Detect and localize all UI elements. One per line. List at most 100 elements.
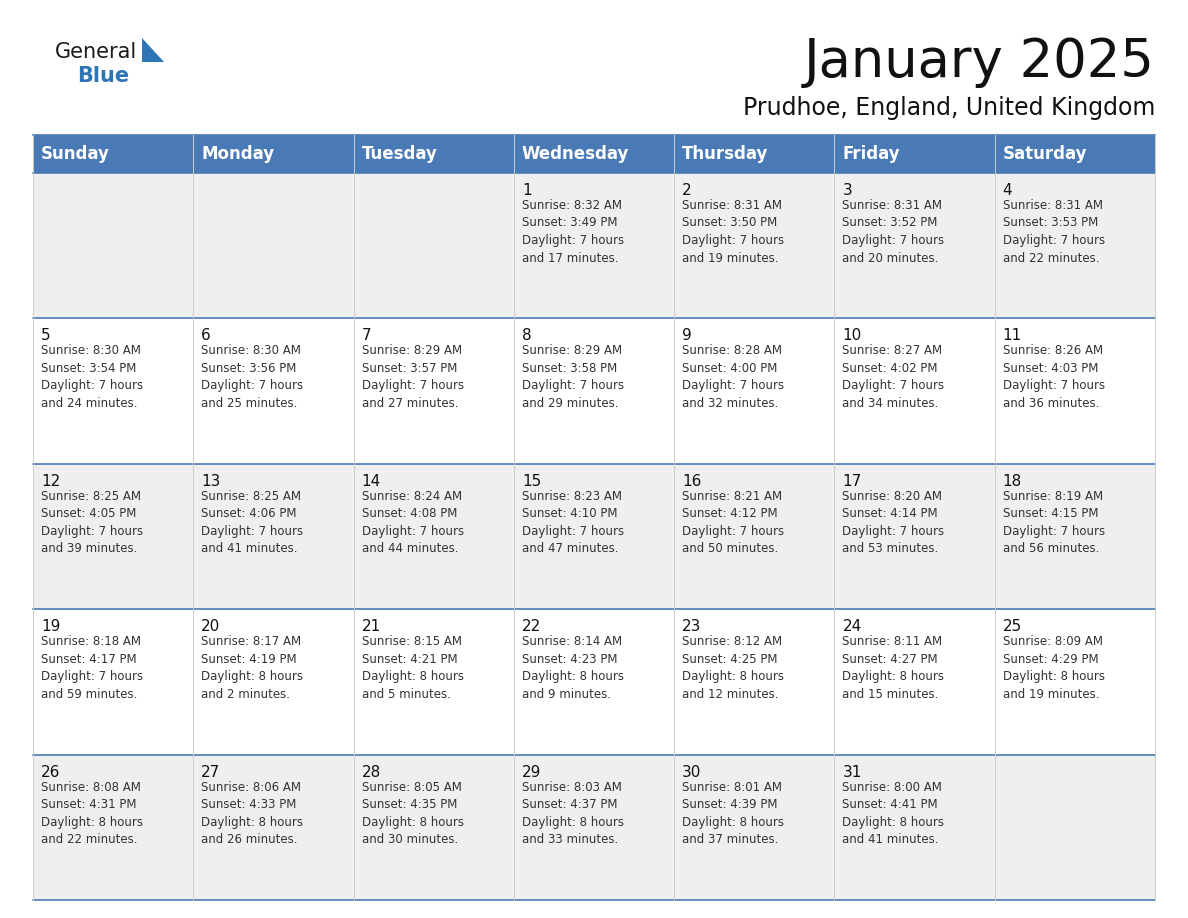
Text: 12: 12: [42, 474, 61, 488]
Text: Sunrise: 8:19 AM
Sunset: 4:15 PM
Daylight: 7 hours
and 56 minutes.: Sunrise: 8:19 AM Sunset: 4:15 PM Dayligh…: [1003, 490, 1105, 555]
Text: 20: 20: [201, 620, 221, 634]
Text: 30: 30: [682, 765, 702, 779]
Text: Sunrise: 8:09 AM
Sunset: 4:29 PM
Daylight: 8 hours
and 19 minutes.: Sunrise: 8:09 AM Sunset: 4:29 PM Dayligh…: [1003, 635, 1105, 700]
Text: Sunrise: 8:03 AM
Sunset: 4:37 PM
Daylight: 8 hours
and 33 minutes.: Sunrise: 8:03 AM Sunset: 4:37 PM Dayligh…: [522, 780, 624, 846]
FancyBboxPatch shape: [514, 755, 674, 900]
FancyBboxPatch shape: [33, 755, 194, 900]
Text: Sunrise: 8:12 AM
Sunset: 4:25 PM
Daylight: 8 hours
and 12 minutes.: Sunrise: 8:12 AM Sunset: 4:25 PM Dayligh…: [682, 635, 784, 700]
FancyBboxPatch shape: [33, 135, 1155, 173]
Text: 23: 23: [682, 620, 702, 634]
Text: Sunrise: 8:31 AM
Sunset: 3:50 PM
Daylight: 7 hours
and 19 minutes.: Sunrise: 8:31 AM Sunset: 3:50 PM Dayligh…: [682, 199, 784, 264]
Text: Sunrise: 8:06 AM
Sunset: 4:33 PM
Daylight: 8 hours
and 26 minutes.: Sunrise: 8:06 AM Sunset: 4:33 PM Dayligh…: [201, 780, 303, 846]
Text: Sunrise: 8:29 AM
Sunset: 3:58 PM
Daylight: 7 hours
and 29 minutes.: Sunrise: 8:29 AM Sunset: 3:58 PM Dayligh…: [522, 344, 624, 410]
Text: Saturday: Saturday: [1003, 145, 1087, 163]
Text: 28: 28: [361, 765, 381, 779]
Text: Wednesday: Wednesday: [522, 145, 630, 163]
Text: Sunrise: 8:11 AM
Sunset: 4:27 PM
Daylight: 8 hours
and 15 minutes.: Sunrise: 8:11 AM Sunset: 4:27 PM Dayligh…: [842, 635, 944, 700]
FancyBboxPatch shape: [194, 173, 354, 319]
FancyBboxPatch shape: [674, 464, 834, 610]
Text: 17: 17: [842, 474, 861, 488]
FancyBboxPatch shape: [33, 610, 194, 755]
Text: Sunrise: 8:17 AM
Sunset: 4:19 PM
Daylight: 8 hours
and 2 minutes.: Sunrise: 8:17 AM Sunset: 4:19 PM Dayligh…: [201, 635, 303, 700]
FancyBboxPatch shape: [674, 610, 834, 755]
FancyBboxPatch shape: [834, 755, 994, 900]
FancyBboxPatch shape: [514, 173, 674, 319]
Text: Sunrise: 8:29 AM
Sunset: 3:57 PM
Daylight: 7 hours
and 27 minutes.: Sunrise: 8:29 AM Sunset: 3:57 PM Dayligh…: [361, 344, 463, 410]
Text: Sunrise: 8:00 AM
Sunset: 4:41 PM
Daylight: 8 hours
and 41 minutes.: Sunrise: 8:00 AM Sunset: 4:41 PM Dayligh…: [842, 780, 944, 846]
FancyBboxPatch shape: [194, 755, 354, 900]
Text: Sunrise: 8:21 AM
Sunset: 4:12 PM
Daylight: 7 hours
and 50 minutes.: Sunrise: 8:21 AM Sunset: 4:12 PM Dayligh…: [682, 490, 784, 555]
Text: 27: 27: [201, 765, 221, 779]
Text: 19: 19: [42, 620, 61, 634]
Text: Sunrise: 8:25 AM
Sunset: 4:05 PM
Daylight: 7 hours
and 39 minutes.: Sunrise: 8:25 AM Sunset: 4:05 PM Dayligh…: [42, 490, 143, 555]
Text: Sunrise: 8:01 AM
Sunset: 4:39 PM
Daylight: 8 hours
and 37 minutes.: Sunrise: 8:01 AM Sunset: 4:39 PM Dayligh…: [682, 780, 784, 846]
FancyBboxPatch shape: [834, 464, 994, 610]
Text: 2: 2: [682, 183, 691, 198]
FancyBboxPatch shape: [33, 464, 194, 610]
Text: Sunrise: 8:31 AM
Sunset: 3:53 PM
Daylight: 7 hours
and 22 minutes.: Sunrise: 8:31 AM Sunset: 3:53 PM Dayligh…: [1003, 199, 1105, 264]
Text: Sunrise: 8:27 AM
Sunset: 4:02 PM
Daylight: 7 hours
and 34 minutes.: Sunrise: 8:27 AM Sunset: 4:02 PM Dayligh…: [842, 344, 944, 410]
Text: 10: 10: [842, 329, 861, 343]
Text: 4: 4: [1003, 183, 1012, 198]
Text: 18: 18: [1003, 474, 1022, 488]
FancyBboxPatch shape: [674, 755, 834, 900]
Text: Monday: Monday: [201, 145, 274, 163]
Text: 24: 24: [842, 620, 861, 634]
Text: General: General: [55, 42, 138, 62]
FancyBboxPatch shape: [354, 319, 514, 464]
Text: Sunrise: 8:14 AM
Sunset: 4:23 PM
Daylight: 8 hours
and 9 minutes.: Sunrise: 8:14 AM Sunset: 4:23 PM Dayligh…: [522, 635, 624, 700]
Text: 11: 11: [1003, 329, 1022, 343]
Text: 26: 26: [42, 765, 61, 779]
Text: 13: 13: [201, 474, 221, 488]
Text: 16: 16: [682, 474, 702, 488]
FancyBboxPatch shape: [194, 319, 354, 464]
Text: 14: 14: [361, 474, 381, 488]
Text: 31: 31: [842, 765, 861, 779]
FancyBboxPatch shape: [834, 173, 994, 319]
Text: Sunrise: 8:32 AM
Sunset: 3:49 PM
Daylight: 7 hours
and 17 minutes.: Sunrise: 8:32 AM Sunset: 3:49 PM Dayligh…: [522, 199, 624, 264]
FancyBboxPatch shape: [994, 319, 1155, 464]
Text: Sunrise: 8:28 AM
Sunset: 4:00 PM
Daylight: 7 hours
and 32 minutes.: Sunrise: 8:28 AM Sunset: 4:00 PM Dayligh…: [682, 344, 784, 410]
Text: Sunrise: 8:30 AM
Sunset: 3:56 PM
Daylight: 7 hours
and 25 minutes.: Sunrise: 8:30 AM Sunset: 3:56 PM Dayligh…: [201, 344, 303, 410]
FancyBboxPatch shape: [994, 610, 1155, 755]
Text: 21: 21: [361, 620, 381, 634]
Text: Sunrise: 8:08 AM
Sunset: 4:31 PM
Daylight: 8 hours
and 22 minutes.: Sunrise: 8:08 AM Sunset: 4:31 PM Dayligh…: [42, 780, 143, 846]
FancyBboxPatch shape: [514, 319, 674, 464]
FancyBboxPatch shape: [194, 610, 354, 755]
Text: Sunrise: 8:18 AM
Sunset: 4:17 PM
Daylight: 7 hours
and 59 minutes.: Sunrise: 8:18 AM Sunset: 4:17 PM Dayligh…: [42, 635, 143, 700]
Text: 9: 9: [682, 329, 691, 343]
Text: Friday: Friday: [842, 145, 901, 163]
Text: 3: 3: [842, 183, 852, 198]
FancyBboxPatch shape: [33, 319, 194, 464]
Text: 7: 7: [361, 329, 371, 343]
Text: Prudhoe, England, United Kingdom: Prudhoe, England, United Kingdom: [742, 96, 1155, 120]
Text: 1: 1: [522, 183, 531, 198]
Text: Sunrise: 8:23 AM
Sunset: 4:10 PM
Daylight: 7 hours
and 47 minutes.: Sunrise: 8:23 AM Sunset: 4:10 PM Dayligh…: [522, 490, 624, 555]
Text: Sunrise: 8:31 AM
Sunset: 3:52 PM
Daylight: 7 hours
and 20 minutes.: Sunrise: 8:31 AM Sunset: 3:52 PM Dayligh…: [842, 199, 944, 264]
Text: Sunrise: 8:15 AM
Sunset: 4:21 PM
Daylight: 8 hours
and 5 minutes.: Sunrise: 8:15 AM Sunset: 4:21 PM Dayligh…: [361, 635, 463, 700]
FancyBboxPatch shape: [994, 464, 1155, 610]
FancyBboxPatch shape: [994, 755, 1155, 900]
Text: 22: 22: [522, 620, 541, 634]
FancyBboxPatch shape: [834, 610, 994, 755]
Text: 29: 29: [522, 765, 542, 779]
Text: Sunrise: 8:26 AM
Sunset: 4:03 PM
Daylight: 7 hours
and 36 minutes.: Sunrise: 8:26 AM Sunset: 4:03 PM Dayligh…: [1003, 344, 1105, 410]
Text: Thursday: Thursday: [682, 145, 769, 163]
FancyBboxPatch shape: [354, 610, 514, 755]
Text: 5: 5: [42, 329, 51, 343]
FancyBboxPatch shape: [994, 173, 1155, 319]
Text: 6: 6: [201, 329, 211, 343]
FancyBboxPatch shape: [834, 319, 994, 464]
Text: 25: 25: [1003, 620, 1022, 634]
FancyBboxPatch shape: [194, 464, 354, 610]
Text: 15: 15: [522, 474, 541, 488]
FancyBboxPatch shape: [514, 610, 674, 755]
Text: Sunrise: 8:25 AM
Sunset: 4:06 PM
Daylight: 7 hours
and 41 minutes.: Sunrise: 8:25 AM Sunset: 4:06 PM Dayligh…: [201, 490, 303, 555]
FancyBboxPatch shape: [33, 173, 194, 319]
FancyBboxPatch shape: [354, 173, 514, 319]
FancyBboxPatch shape: [514, 464, 674, 610]
Text: Sunday: Sunday: [42, 145, 109, 163]
Text: Blue: Blue: [77, 66, 129, 86]
Text: Sunrise: 8:20 AM
Sunset: 4:14 PM
Daylight: 7 hours
and 53 minutes.: Sunrise: 8:20 AM Sunset: 4:14 PM Dayligh…: [842, 490, 944, 555]
Text: Sunrise: 8:30 AM
Sunset: 3:54 PM
Daylight: 7 hours
and 24 minutes.: Sunrise: 8:30 AM Sunset: 3:54 PM Dayligh…: [42, 344, 143, 410]
